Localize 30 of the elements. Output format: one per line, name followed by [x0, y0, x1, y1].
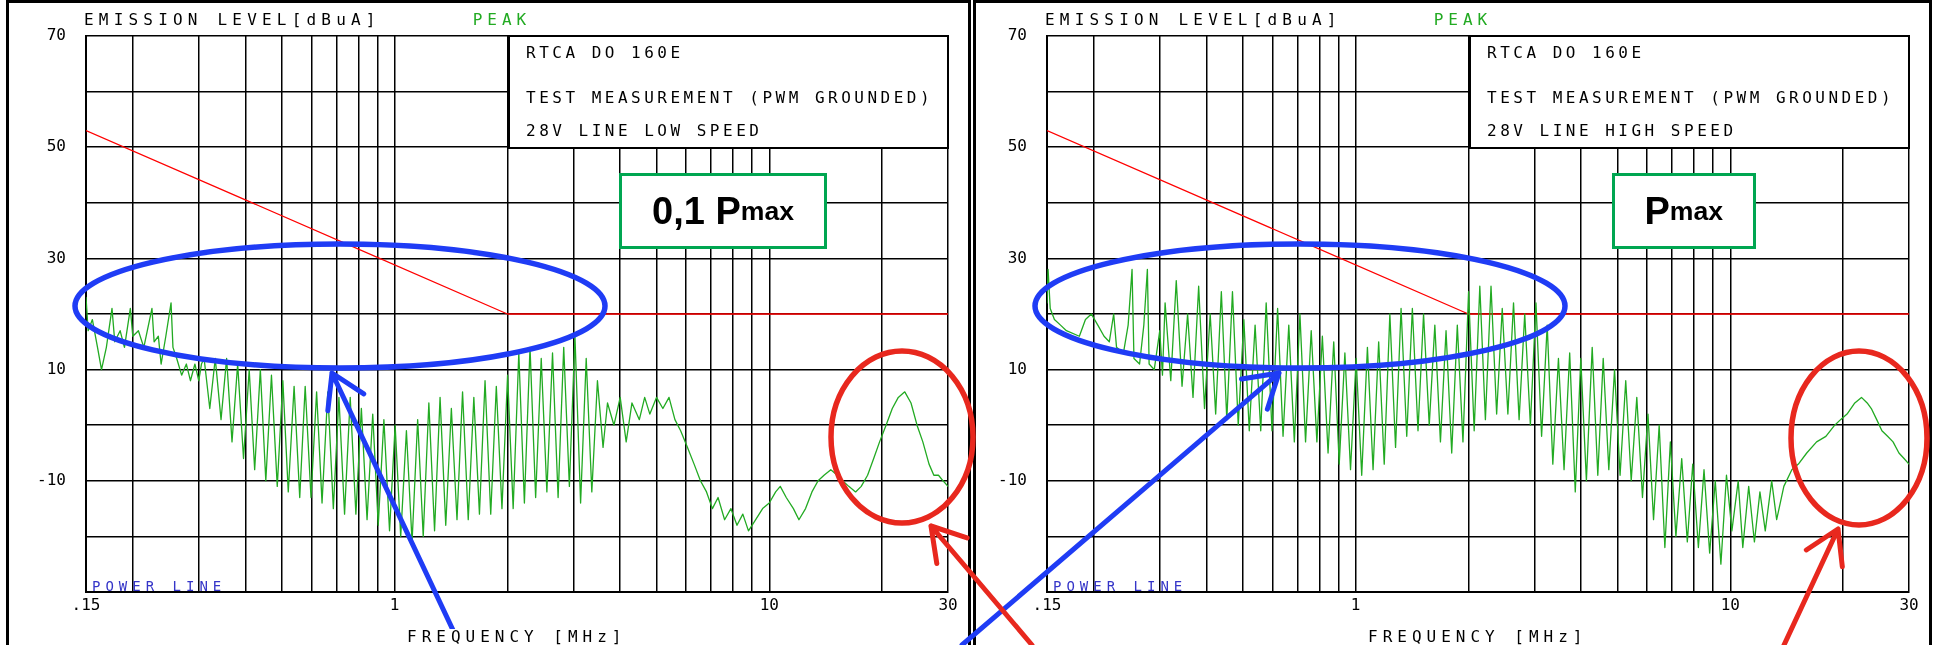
- y-tick-label: 50: [46, 136, 66, 156]
- y-tick-label: 10: [1007, 358, 1027, 378]
- y-tick-label: 30: [46, 247, 66, 267]
- y-tick-label: -10: [37, 469, 66, 489]
- x-tick-label: 30: [938, 594, 958, 614]
- y-tick-label: 10: [46, 358, 66, 378]
- annotation: RTCA DO 160E: [526, 43, 685, 62]
- annotation: RTCA DO 160E: [1487, 43, 1646, 62]
- y-tick-label: -10: [998, 469, 1027, 489]
- x-tick-label: .15: [1032, 594, 1062, 614]
- annotation: TEST MEASUREMENT (PWM GROUNDED): [1487, 88, 1895, 107]
- x-tick-label: 1: [389, 594, 400, 614]
- annotation: 28V LINE LOW SPEED: [526, 121, 764, 140]
- x-tick-label: 30: [1899, 594, 1919, 614]
- text: PEAK: [472, 10, 532, 29]
- x-tick-label: 10: [1720, 594, 1740, 614]
- x-axis-title: FREQUENCY [MHz]: [1368, 627, 1588, 645]
- annotation: TEST MEASUREMENT (PWM GROUNDED): [526, 88, 934, 107]
- y-tick-label: 50: [1007, 136, 1027, 156]
- y-axis-title: EMISSION LEVEL[dBuA]: [1045, 10, 1342, 29]
- y-tick-label: 30: [1007, 247, 1027, 267]
- y-tick-label: 70: [46, 25, 66, 45]
- x-axis-title: FREQUENCY [MHz]: [407, 627, 627, 645]
- x-tick-label: 10: [759, 594, 779, 614]
- y-axis-title: EMISSION LEVEL[dBuA]: [84, 10, 381, 29]
- x-tick-label: 1: [1350, 594, 1361, 614]
- x-tick-label: .15: [71, 594, 101, 614]
- annotation: 28V LINE HIGH SPEED: [1487, 121, 1738, 140]
- y-tick-label: 70: [1007, 25, 1027, 45]
- text: PEAK: [1433, 10, 1493, 29]
